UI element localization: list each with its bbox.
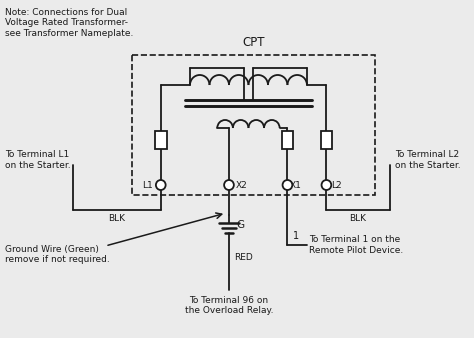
Bar	[155, 131, 167, 149]
Text: CPT: CPT	[242, 36, 264, 49]
Text: BLK: BLK	[109, 214, 126, 223]
Text: Ground Wire (Green)
remove if not required.: Ground Wire (Green) remove if not requir…	[5, 245, 109, 264]
Text: RED: RED	[234, 252, 253, 262]
Text: To Terminal 1 on the
Remote Pilot Device.: To Terminal 1 on the Remote Pilot Device…	[309, 235, 403, 255]
Text: BLK: BLK	[350, 214, 366, 223]
Text: L2: L2	[331, 182, 342, 191]
Circle shape	[224, 180, 234, 190]
Circle shape	[283, 180, 292, 190]
Circle shape	[321, 180, 331, 190]
Bar	[320, 131, 332, 149]
Text: To Terminal 96 on
the Overload Relay.: To Terminal 96 on the Overload Relay.	[185, 296, 273, 315]
Bar	[282, 131, 293, 149]
Text: 1: 1	[293, 231, 300, 241]
Text: L1: L1	[142, 182, 153, 191]
Text: X2: X2	[236, 182, 247, 191]
Text: G: G	[237, 220, 245, 230]
Text: X1: X1	[290, 182, 301, 191]
Circle shape	[156, 180, 165, 190]
Text: Note: Connections for Dual
Voltage Rated Transformer-
see Transformer Nameplate.: Note: Connections for Dual Voltage Rated…	[5, 8, 133, 38]
Text: To Terminal L2
on the Starter.: To Terminal L2 on the Starter.	[395, 150, 460, 170]
Text: To Terminal L1
on the Starter.: To Terminal L1 on the Starter.	[5, 150, 71, 170]
